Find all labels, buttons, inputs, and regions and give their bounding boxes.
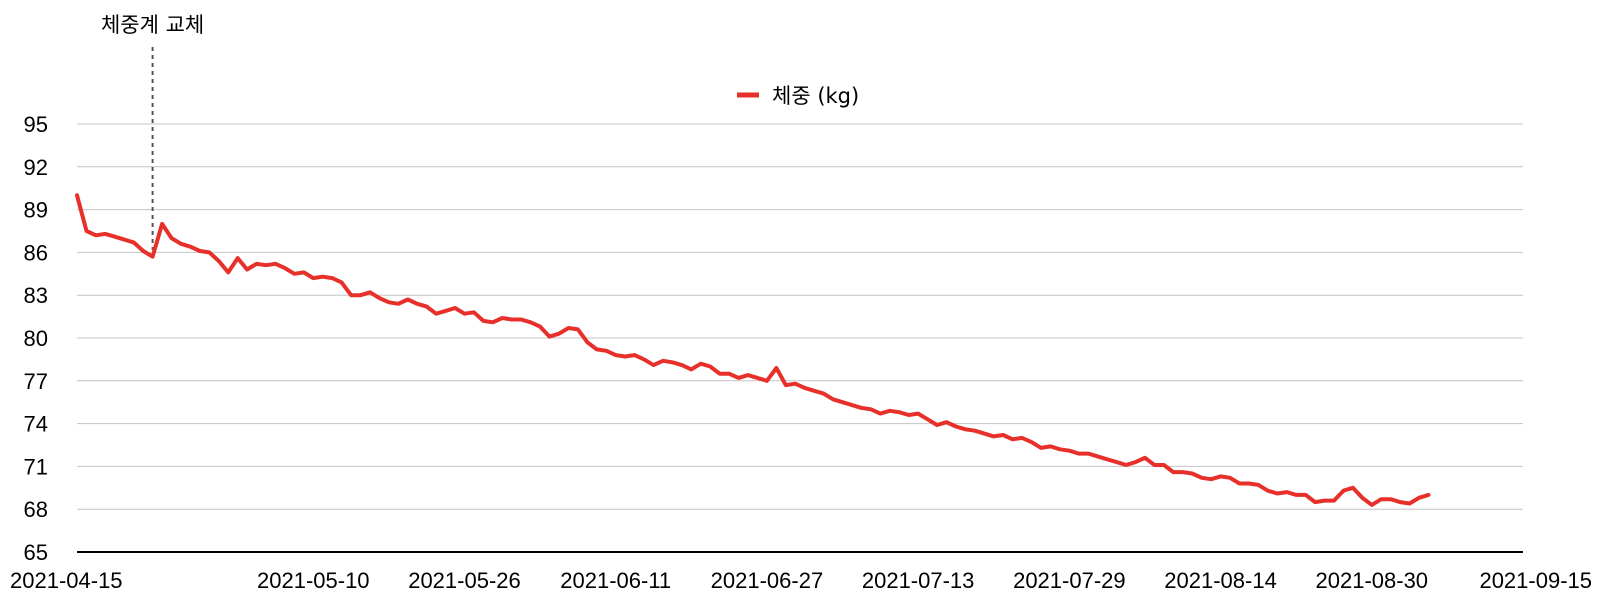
grid-lines (77, 123, 1523, 510)
y-tick-label: 77 (24, 369, 48, 394)
y-tick-label: 86 (24, 240, 48, 265)
x-axis-tick-labels: 2021-04-15 2021-05-10 2021-05-26 2021-06-11… (10, 568, 1592, 593)
series-line-weight (75, 193, 1431, 507)
y-axis-tick-labels: 65 68 71 74 77 80 83 86 89 92 95 (24, 112, 48, 565)
annotation-label: 체중계 교체 (101, 13, 204, 37)
legend-label-weight: 체중 (kg) (772, 84, 859, 108)
y-tick-label: 89 (24, 198, 48, 223)
x-tick-label: 2021-09-15 (1479, 568, 1592, 593)
y-tick-label: 65 (24, 540, 48, 565)
y-tick-label: 74 (24, 412, 48, 437)
x-tick-label: 2021-08-14 (1164, 568, 1277, 593)
legend: 체중 (kg) (737, 84, 859, 108)
y-tick-label: 92 (24, 155, 48, 180)
x-tick-label: 2021-07-13 (862, 568, 975, 593)
x-tick-label: 2021-05-26 (408, 568, 521, 593)
y-tick-label: 80 (24, 326, 48, 351)
x-tick-label: 2021-06-11 (560, 568, 671, 593)
y-tick-label: 68 (24, 497, 48, 522)
x-tick-label: 2021-08-30 (1316, 568, 1429, 593)
x-tick-label: 2021-06-27 (711, 568, 824, 593)
x-tick-label: 2021-04-15 (10, 568, 123, 593)
x-tick-label: 2021-07-29 (1013, 568, 1126, 593)
x-tick-label: 2021-05-10 (257, 568, 370, 593)
scale-change-annotation: 체중계 교체 (101, 13, 204, 250)
y-tick-label: 83 (24, 283, 48, 308)
y-tick-label: 95 (24, 112, 48, 137)
series-layer (75, 193, 1431, 507)
y-tick-label: 71 (24, 454, 48, 479)
